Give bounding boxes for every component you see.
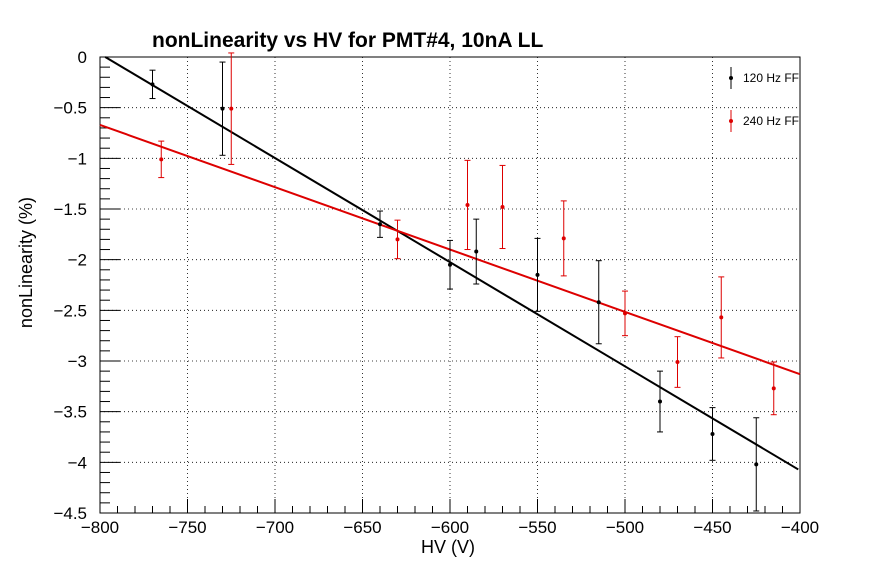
x-tick-label: −600 bbox=[431, 518, 469, 537]
data-marker bbox=[448, 262, 452, 267]
x-tick-label: −550 bbox=[518, 518, 556, 537]
y-tick-label: 0 bbox=[78, 48, 87, 67]
data-marker bbox=[771, 386, 776, 391]
data-marker bbox=[658, 399, 662, 404]
y-tick-label: −2.5 bbox=[53, 301, 87, 320]
data-point-series-2 bbox=[394, 219, 401, 260]
data-point-series-2 bbox=[770, 361, 777, 416]
chart-title: nonLinearity vs HV for PMT#4, 10nA LL bbox=[152, 29, 543, 52]
data-marker bbox=[474, 249, 479, 254]
y-tick-label: −1.5 bbox=[53, 200, 87, 219]
axis-ticks bbox=[99, 56, 801, 514]
y-tick-label: −3.5 bbox=[53, 403, 87, 422]
data-marker bbox=[561, 236, 566, 241]
data-point-series-2 bbox=[718, 276, 725, 359]
data-marker bbox=[535, 272, 540, 277]
data-marker bbox=[719, 315, 724, 320]
data-point-series-2 bbox=[228, 52, 235, 165]
data-marker bbox=[150, 82, 155, 87]
data-point-series-1 bbox=[753, 417, 760, 512]
data-point-series-2 bbox=[622, 290, 628, 337]
data-point-series-2 bbox=[560, 200, 567, 277]
legend-label: 120 Hz FF bbox=[743, 71, 799, 85]
data-point-series-2 bbox=[464, 159, 471, 251]
y-tick-label: −4.5 bbox=[53, 504, 87, 523]
y-tick-label: −1 bbox=[68, 149, 87, 168]
data-point-series-1 bbox=[149, 69, 156, 100]
y-tick-label: −4 bbox=[68, 453, 87, 472]
legend-item-series-1: 120 Hz FF bbox=[729, 67, 799, 89]
data-points bbox=[149, 52, 777, 512]
y-tick-label: −2 bbox=[68, 251, 87, 270]
data-point-series-2 bbox=[674, 336, 681, 388]
x-tick-label: −700 bbox=[256, 518, 294, 537]
legend-marker bbox=[729, 76, 733, 80]
x-tick-label: −650 bbox=[343, 518, 381, 537]
data-marker bbox=[159, 157, 164, 162]
data-point-series-1 bbox=[595, 260, 602, 345]
data-point-series-2 bbox=[158, 140, 165, 179]
data-point-series-1 bbox=[447, 239, 453, 290]
x-tick-label: −500 bbox=[606, 518, 644, 537]
data-marker bbox=[754, 462, 759, 467]
data-marker bbox=[378, 222, 382, 227]
legend-label: 240 Hz FF bbox=[743, 114, 799, 128]
legend: 120 Hz FF 240 Hz FF bbox=[729, 67, 799, 132]
data-marker bbox=[710, 431, 715, 436]
data-marker bbox=[596, 300, 601, 305]
data-point-series-1 bbox=[473, 218, 480, 285]
data-marker bbox=[220, 106, 225, 111]
x-axis-title: HV (V) bbox=[421, 537, 475, 557]
data-marker bbox=[675, 360, 680, 365]
tick-labels: −800 −750 −700 −650 −600 −550 −500 −450 −400 0 −0.… bbox=[53, 48, 819, 537]
fit-line-series-1 bbox=[104, 56, 799, 471]
data-point-series-1 bbox=[534, 237, 541, 312]
y-tick-label: −3 bbox=[68, 352, 87, 371]
y-tick-label: −0.5 bbox=[53, 99, 87, 118]
legend-marker bbox=[729, 119, 733, 123]
x-tick-label: −400 bbox=[781, 518, 819, 537]
data-point-series-1 bbox=[657, 370, 663, 433]
data-point-series-2 bbox=[499, 164, 506, 250]
x-tick-label: −800 bbox=[81, 518, 119, 537]
data-marker bbox=[395, 237, 400, 242]
data-point-series-1 bbox=[219, 61, 226, 156]
x-tick-label: −450 bbox=[693, 518, 731, 537]
data-marker bbox=[623, 311, 627, 316]
data-marker bbox=[465, 202, 470, 207]
y-axis-title: nonLinearity (%) bbox=[16, 197, 36, 328]
data-marker bbox=[229, 106, 234, 111]
data-point-series-1 bbox=[709, 407, 716, 461]
x-tick-label: −750 bbox=[168, 518, 206, 537]
legend-item-series-2: 240 Hz FF bbox=[729, 110, 799, 132]
data-point-series-1 bbox=[377, 210, 383, 238]
data-marker bbox=[500, 204, 505, 209]
